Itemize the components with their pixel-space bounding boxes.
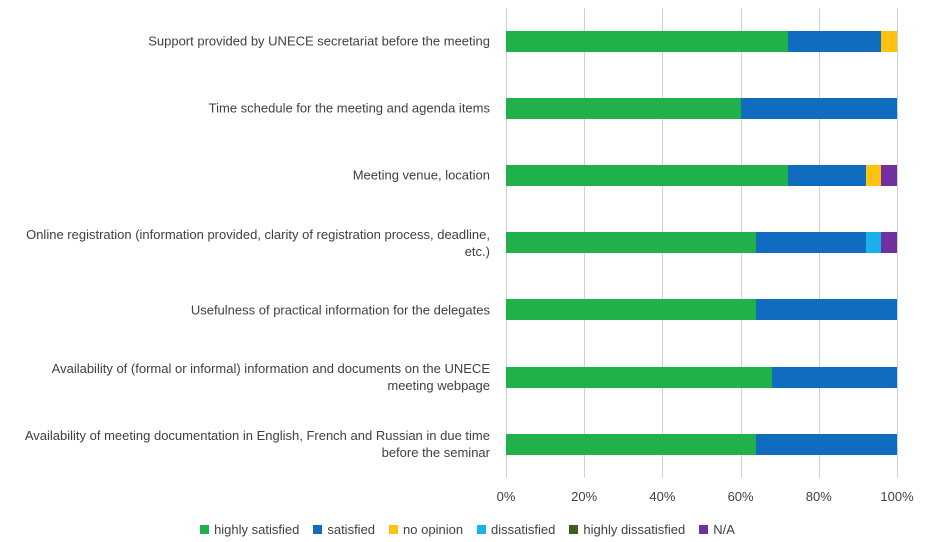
category-label: Availability of meeting documentation in… [24,428,490,461]
legend-swatch [569,525,579,534]
bar-segment [881,30,897,52]
bar-segment [865,232,882,254]
x-tick-label: 0% [496,489,516,504]
x-tick-label: 100% [880,489,914,504]
legend-label: highly satisfied [214,522,300,537]
legend-label: satisfied [327,522,376,537]
legend-swatch [313,525,323,534]
legend-item: satisfied [313,522,375,537]
legend-label: N/A [713,522,735,537]
category-label: Meeting venue, location [352,167,490,183]
bar-segment [756,433,897,455]
legend-item: no opinion [389,522,463,537]
legend: highly satisfied satisfied no opinion dissa… [0,522,935,537]
bar-segment [506,97,741,119]
bar-segment [506,164,788,186]
legend-item: dissatisfied [477,522,555,537]
bar-segment [787,30,882,52]
legend-label: highly dissatisfied [583,522,686,537]
bar-segment [881,164,897,186]
bar-segment [506,366,772,388]
legend-item: N/A [699,522,735,537]
x-tick-label: 20% [571,489,598,504]
bar-segment [756,232,866,254]
category-label: Availability of (formal or informal) inf… [51,361,490,393]
bar-segment [881,232,897,254]
legend-label: no opinion [403,522,464,537]
legend-swatch [477,525,487,534]
legend-label: dissatisfied [491,522,556,537]
bar-segment [771,366,897,388]
legend-item: highly satisfied [200,522,299,537]
legend-item: highly dissatisfied [569,522,685,537]
x-tick-label: 60% [727,489,754,504]
bar-segment [865,164,882,186]
grid-line [897,8,898,478]
legend-swatch [699,525,709,534]
bar-segment [506,232,757,254]
legend-swatch [200,525,210,534]
bar-segment [756,299,897,321]
x-tick-label: 40% [649,489,676,504]
x-tick-label: 80% [805,489,832,504]
legend-swatch [389,525,399,534]
bar-segment [506,299,757,321]
category-label: Time schedule for the meeting and agenda… [208,100,490,116]
bar-segment [506,30,788,52]
category-label: Online registration (information provide… [26,226,490,259]
bar-segment [787,164,866,186]
category-label: Usefulness of practical information for … [190,302,490,318]
category-label: Support provided by UNECE secretariat be… [148,33,490,49]
bar-segment [506,433,757,455]
bar-segment [740,97,897,119]
